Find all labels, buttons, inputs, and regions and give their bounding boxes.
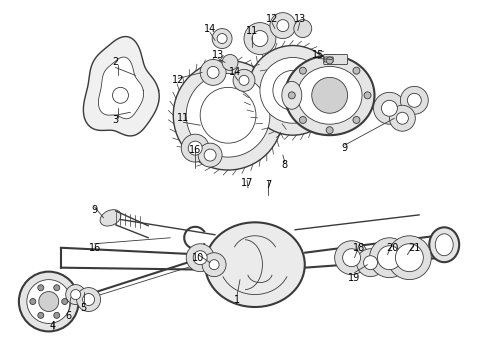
Circle shape — [288, 92, 295, 99]
FancyBboxPatch shape — [324, 57, 333, 62]
Text: 9: 9 — [92, 205, 98, 215]
Circle shape — [396, 112, 408, 124]
Circle shape — [364, 256, 377, 270]
Text: 11: 11 — [177, 113, 189, 123]
Circle shape — [248, 45, 338, 135]
Circle shape — [364, 92, 371, 99]
Ellipse shape — [285, 55, 374, 135]
Circle shape — [373, 92, 405, 124]
Circle shape — [312, 77, 347, 113]
Text: 14: 14 — [204, 24, 216, 33]
Circle shape — [38, 285, 44, 291]
Text: 3: 3 — [112, 115, 119, 125]
Circle shape — [353, 67, 360, 74]
Text: 14: 14 — [229, 67, 241, 77]
Text: 18: 18 — [353, 243, 366, 253]
Text: 10: 10 — [192, 253, 204, 263]
Text: 5: 5 — [80, 302, 87, 312]
Circle shape — [400, 86, 428, 114]
Text: 11: 11 — [246, 26, 258, 36]
Circle shape — [173, 60, 283, 170]
Text: 19: 19 — [348, 273, 361, 283]
Text: 13: 13 — [294, 14, 306, 24]
Circle shape — [38, 312, 44, 318]
Text: 20: 20 — [386, 243, 399, 253]
Circle shape — [198, 143, 222, 167]
Text: 8: 8 — [282, 160, 288, 170]
Circle shape — [207, 67, 219, 78]
Circle shape — [244, 23, 276, 54]
Circle shape — [39, 292, 59, 311]
Circle shape — [369, 238, 409, 278]
Circle shape — [270, 13, 296, 39]
Text: 6: 6 — [66, 311, 72, 321]
Circle shape — [326, 57, 333, 64]
Circle shape — [407, 93, 421, 107]
Circle shape — [357, 249, 385, 276]
Circle shape — [83, 293, 95, 306]
Text: 15: 15 — [312, 50, 324, 60]
Circle shape — [209, 260, 219, 270]
Text: 16: 16 — [189, 145, 201, 155]
Text: 12: 12 — [172, 75, 184, 85]
Polygon shape — [98, 57, 144, 119]
Ellipse shape — [297, 67, 362, 124]
Circle shape — [260, 58, 326, 123]
Text: 9: 9 — [342, 143, 348, 153]
Circle shape — [66, 285, 86, 305]
Text: 13: 13 — [212, 50, 224, 60]
Circle shape — [217, 33, 227, 44]
Circle shape — [202, 253, 226, 276]
Circle shape — [335, 241, 368, 275]
Text: 12: 12 — [266, 14, 278, 24]
Circle shape — [188, 141, 202, 155]
Circle shape — [382, 100, 397, 116]
Circle shape — [377, 246, 401, 270]
Circle shape — [353, 117, 360, 123]
Text: 16: 16 — [89, 243, 101, 253]
Circle shape — [181, 134, 209, 162]
Ellipse shape — [100, 210, 121, 226]
Circle shape — [299, 117, 306, 123]
Polygon shape — [83, 37, 159, 136]
Text: 7: 7 — [265, 180, 271, 190]
Text: 17: 17 — [241, 178, 253, 188]
Ellipse shape — [205, 222, 305, 307]
Circle shape — [27, 280, 71, 323]
Circle shape — [200, 59, 226, 85]
Text: 21: 21 — [408, 243, 420, 253]
Text: 4: 4 — [49, 321, 56, 332]
Ellipse shape — [429, 227, 459, 262]
Circle shape — [186, 73, 270, 157]
Circle shape — [30, 298, 36, 305]
Circle shape — [294, 20, 312, 37]
Circle shape — [233, 69, 255, 91]
Circle shape — [54, 285, 60, 291]
Circle shape — [76, 288, 100, 311]
FancyBboxPatch shape — [324, 54, 347, 64]
Circle shape — [19, 272, 78, 332]
Text: 2: 2 — [112, 58, 119, 67]
Circle shape — [54, 312, 60, 318]
Circle shape — [239, 75, 249, 85]
Ellipse shape — [435, 234, 453, 256]
Circle shape — [204, 149, 216, 161]
Ellipse shape — [282, 81, 302, 109]
Circle shape — [62, 298, 68, 305]
Text: 1: 1 — [234, 294, 240, 305]
Circle shape — [299, 67, 306, 74]
Circle shape — [277, 20, 289, 32]
Circle shape — [222, 54, 238, 71]
Circle shape — [388, 236, 431, 280]
Circle shape — [193, 251, 207, 265]
Circle shape — [186, 244, 214, 272]
Circle shape — [395, 244, 423, 272]
Circle shape — [212, 28, 232, 49]
Circle shape — [343, 249, 361, 267]
Circle shape — [252, 31, 268, 46]
Circle shape — [390, 105, 416, 131]
Circle shape — [71, 289, 81, 300]
Circle shape — [326, 127, 333, 134]
